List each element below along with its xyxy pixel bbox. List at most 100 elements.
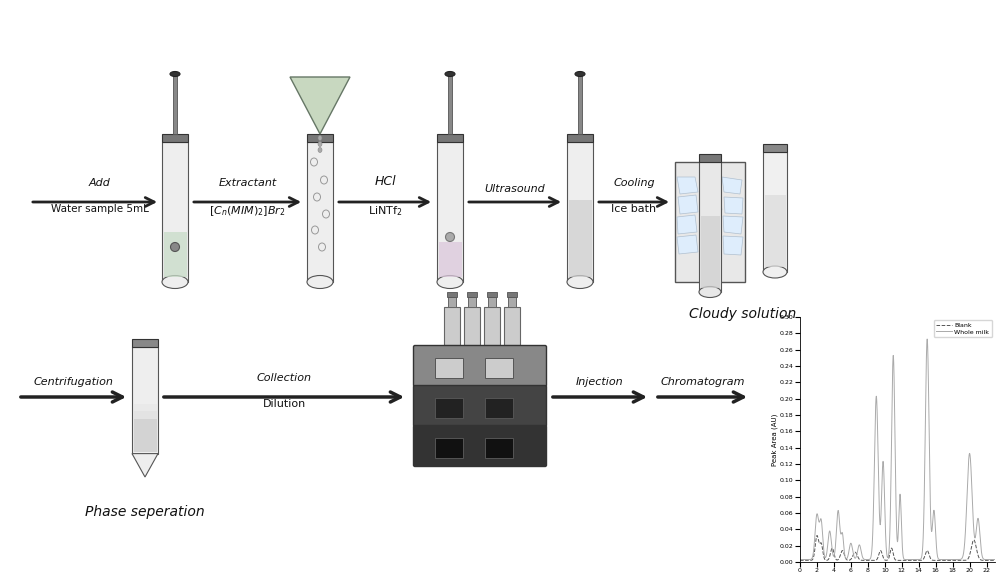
Ellipse shape [575, 72, 585, 77]
Bar [164, 232, 186, 277]
Polygon shape [290, 77, 350, 134]
Polygon shape [702, 192, 722, 212]
Bar [504, 307, 520, 345]
Bar [467, 292, 477, 297]
Polygon shape [678, 195, 698, 214]
Polygon shape [677, 177, 698, 194]
Bar [567, 134, 593, 142]
Polygon shape [702, 213, 721, 232]
Bar [162, 134, 188, 142]
Bar [567, 142, 593, 282]
Whole milk [860, 556, 872, 563]
Bar [507, 292, 517, 297]
Ellipse shape [446, 232, 454, 241]
Polygon shape [722, 177, 742, 194]
Bar [700, 216, 720, 288]
Bar [578, 74, 582, 134]
Text: Ultrasound: Ultrasound [485, 184, 545, 194]
Whole milk [957, 551, 969, 558]
Bar [484, 307, 500, 345]
Whole milk [899, 556, 911, 563]
Bar [307, 142, 333, 282]
Text: Ice bath: Ice bath [611, 204, 657, 214]
Text: Injection: Injection [576, 377, 624, 387]
Bar [437, 142, 463, 282]
Ellipse shape [763, 266, 787, 278]
Text: Add: Add [89, 178, 111, 188]
Blank [861, 557, 873, 564]
Legend: Blank, Whole milk: Blank, Whole milk [934, 320, 992, 337]
Bar [568, 200, 592, 277]
Text: $[C_n(MIM)_2]Br_2$: $[C_n(MIM)_2]Br_2$ [209, 204, 286, 218]
Blank [899, 557, 911, 564]
Polygon shape [723, 236, 743, 255]
Ellipse shape [162, 276, 188, 288]
Bar [675, 162, 745, 282]
Bar [485, 398, 513, 418]
Whole milk [944, 556, 956, 563]
Text: Phase seperation: Phase seperation [85, 505, 205, 519]
Bar [763, 152, 787, 272]
Ellipse shape [445, 72, 455, 77]
Polygon shape [700, 172, 720, 190]
Bar [447, 292, 457, 297]
Polygon shape [132, 454, 158, 477]
Bar [765, 195, 786, 267]
Bar [508, 297, 516, 307]
Text: Cloudy solution: Cloudy solution [689, 307, 796, 321]
Bar [134, 403, 156, 419]
Bar [173, 74, 177, 134]
Blank [811, 532, 823, 539]
Polygon shape [723, 216, 743, 234]
Ellipse shape [318, 148, 322, 153]
Bar [435, 358, 463, 378]
Bar [699, 154, 721, 162]
Bar [448, 297, 456, 307]
Blank [794, 557, 806, 564]
Text: Collection: Collection [256, 373, 312, 383]
Bar [435, 398, 463, 418]
Bar [435, 438, 463, 458]
Bar [485, 438, 513, 458]
Bar [437, 134, 463, 142]
Bar [763, 144, 787, 152]
Text: Water sample 5mL: Water sample 5mL [51, 204, 149, 214]
Ellipse shape [318, 141, 322, 146]
Text: LiNTf$_2$: LiNTf$_2$ [368, 204, 402, 218]
Bar [485, 358, 513, 378]
Polygon shape [677, 215, 697, 234]
Whole milk [794, 556, 806, 563]
Blank [957, 557, 969, 564]
Blank [944, 557, 956, 564]
FancyBboxPatch shape [414, 386, 546, 427]
Ellipse shape [437, 276, 463, 288]
FancyBboxPatch shape [414, 426, 546, 467]
Whole milk [921, 336, 933, 343]
Ellipse shape [318, 136, 322, 141]
Text: Chromatogram: Chromatogram [660, 377, 745, 387]
Text: Extractant: Extractant [218, 178, 277, 188]
Blank [821, 557, 833, 563]
Y-axis label: Peak Area (AU): Peak Area (AU) [772, 414, 778, 466]
Polygon shape [702, 233, 721, 253]
Ellipse shape [307, 276, 333, 288]
Blank [903, 557, 915, 564]
Whole milk [989, 556, 1000, 563]
Ellipse shape [567, 276, 593, 288]
Polygon shape [724, 197, 743, 214]
Bar [487, 292, 497, 297]
Bar [464, 307, 480, 345]
Ellipse shape [699, 287, 721, 297]
Whole milk [903, 556, 915, 563]
Bar [488, 297, 496, 307]
Bar [132, 339, 158, 347]
Bar [307, 134, 333, 142]
Bar [162, 142, 188, 282]
Ellipse shape [170, 72, 180, 77]
Polygon shape [677, 235, 698, 254]
Bar [438, 242, 462, 277]
Blank [989, 557, 1000, 564]
FancyBboxPatch shape [414, 345, 546, 387]
Bar [468, 297, 476, 307]
Line: Blank: Blank [800, 535, 995, 561]
